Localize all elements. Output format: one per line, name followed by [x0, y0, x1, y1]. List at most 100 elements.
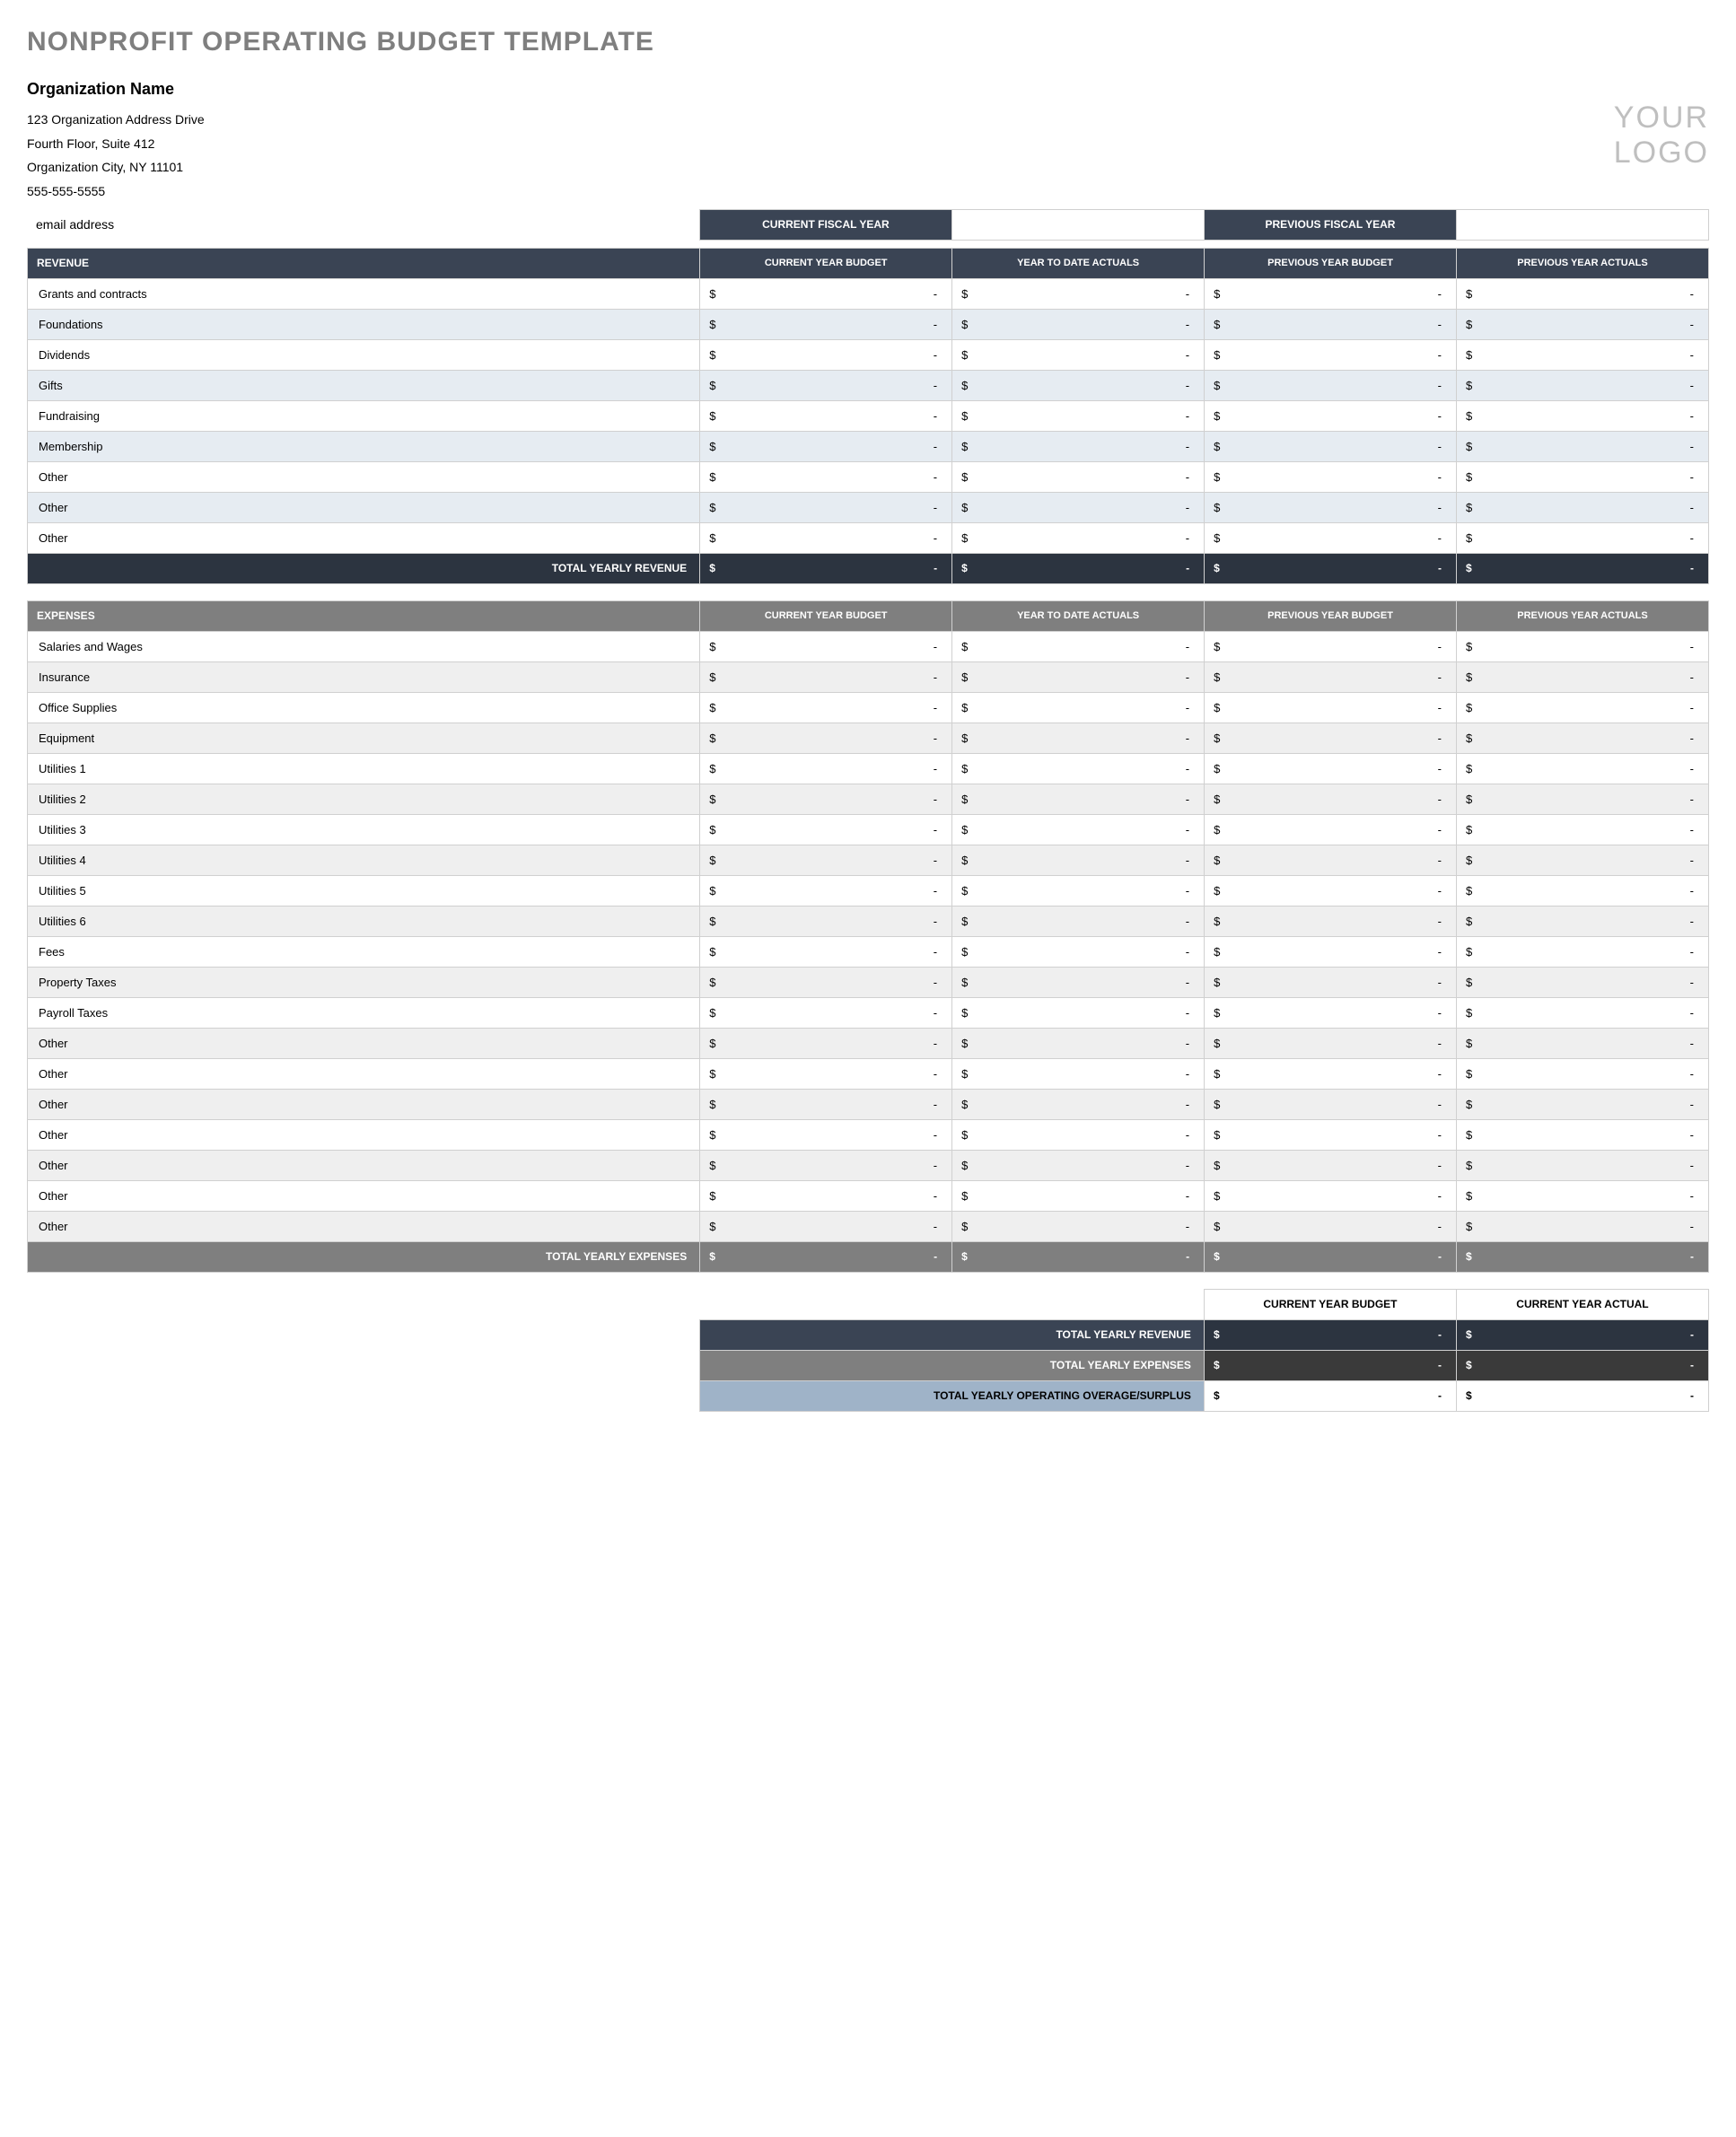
- amount-cell[interactable]: $-: [952, 906, 1205, 936]
- amount-cell[interactable]: $-: [1457, 997, 1709, 1028]
- amount-cell[interactable]: $-: [1457, 814, 1709, 845]
- amount-cell[interactable]: $-: [700, 936, 952, 967]
- amount-cell[interactable]: $-: [1205, 875, 1457, 906]
- amount-cell[interactable]: $-: [700, 492, 952, 522]
- amount-cell[interactable]: $-: [1457, 906, 1709, 936]
- amount-cell[interactable]: $-: [700, 400, 952, 431]
- amount-cell[interactable]: $-: [952, 1028, 1205, 1058]
- amount-cell[interactable]: $-: [952, 1058, 1205, 1089]
- amount-cell[interactable]: $-: [1457, 723, 1709, 753]
- amount-cell[interactable]: $-: [952, 370, 1205, 400]
- amount-cell[interactable]: $-: [1457, 875, 1709, 906]
- amount-cell[interactable]: $-: [1205, 522, 1457, 553]
- amount-cell[interactable]: $-: [700, 631, 952, 661]
- amount-cell[interactable]: $-: [952, 492, 1205, 522]
- current-fiscal-year-input[interactable]: [951, 209, 1204, 240]
- amount-cell[interactable]: $-: [700, 875, 952, 906]
- amount-cell[interactable]: $-: [952, 400, 1205, 431]
- amount-cell[interactable]: $-: [952, 631, 1205, 661]
- amount-cell[interactable]: $-: [1205, 814, 1457, 845]
- amount-cell[interactable]: $-: [1457, 370, 1709, 400]
- amount-cell[interactable]: $-: [1457, 661, 1709, 692]
- amount-cell[interactable]: $-: [700, 1089, 952, 1119]
- amount-cell[interactable]: $-: [1457, 278, 1709, 309]
- amount-cell[interactable]: $-: [952, 309, 1205, 339]
- amount-cell[interactable]: $-: [700, 814, 952, 845]
- amount-cell[interactable]: $-: [1457, 1089, 1709, 1119]
- amount-cell[interactable]: $-: [700, 906, 952, 936]
- amount-cell[interactable]: $-: [1205, 1211, 1457, 1241]
- amount-cell[interactable]: $-: [1205, 784, 1457, 814]
- amount-cell[interactable]: $-: [1205, 845, 1457, 875]
- amount-cell[interactable]: $-: [952, 875, 1205, 906]
- amount-cell[interactable]: $-: [1205, 339, 1457, 370]
- amount-cell[interactable]: $-: [1457, 692, 1709, 723]
- amount-cell[interactable]: $-: [1457, 309, 1709, 339]
- amount-cell[interactable]: $-: [700, 784, 952, 814]
- amount-cell[interactable]: $-: [1457, 845, 1709, 875]
- amount-cell[interactable]: $-: [952, 814, 1205, 845]
- amount-cell[interactable]: $-: [1205, 431, 1457, 461]
- amount-cell[interactable]: $-: [952, 845, 1205, 875]
- amount-cell[interactable]: $-: [1205, 631, 1457, 661]
- amount-cell[interactable]: $-: [952, 692, 1205, 723]
- amount-cell[interactable]: $-: [952, 1150, 1205, 1180]
- amount-cell[interactable]: $-: [1205, 492, 1457, 522]
- amount-cell[interactable]: $-: [952, 1119, 1205, 1150]
- amount-cell[interactable]: $-: [952, 1089, 1205, 1119]
- amount-cell[interactable]: $-: [1457, 1119, 1709, 1150]
- amount-cell[interactable]: $-: [1457, 492, 1709, 522]
- amount-cell[interactable]: $-: [952, 784, 1205, 814]
- amount-cell[interactable]: $-: [952, 431, 1205, 461]
- amount-cell[interactable]: $-: [952, 723, 1205, 753]
- amount-cell[interactable]: $-: [1457, 784, 1709, 814]
- amount-cell[interactable]: $-: [1205, 400, 1457, 431]
- amount-cell[interactable]: $-: [1205, 1180, 1457, 1211]
- amount-cell[interactable]: $-: [1205, 461, 1457, 492]
- amount-cell[interactable]: $-: [1457, 1150, 1709, 1180]
- amount-cell[interactable]: $-: [700, 1180, 952, 1211]
- amount-cell[interactable]: $-: [700, 1058, 952, 1089]
- amount-cell[interactable]: $-: [1205, 723, 1457, 753]
- amount-cell[interactable]: $-: [952, 339, 1205, 370]
- amount-cell[interactable]: $-: [700, 461, 952, 492]
- amount-cell[interactable]: $-: [700, 1150, 952, 1180]
- amount-cell[interactable]: $-: [700, 753, 952, 784]
- amount-cell[interactable]: $-: [700, 1028, 952, 1058]
- amount-cell[interactable]: $-: [700, 723, 952, 753]
- amount-cell[interactable]: $-: [1205, 967, 1457, 997]
- amount-cell[interactable]: $-: [1205, 692, 1457, 723]
- amount-cell[interactable]: $-: [1205, 906, 1457, 936]
- amount-cell[interactable]: $-: [700, 278, 952, 309]
- amount-cell[interactable]: $-: [1457, 1028, 1709, 1058]
- amount-cell[interactable]: $-: [952, 936, 1205, 967]
- amount-cell[interactable]: $-: [700, 997, 952, 1028]
- amount-cell[interactable]: $-: [952, 522, 1205, 553]
- amount-cell[interactable]: $-: [1205, 1119, 1457, 1150]
- amount-cell[interactable]: $-: [1205, 370, 1457, 400]
- amount-cell[interactable]: $-: [1205, 1058, 1457, 1089]
- amount-cell[interactable]: $-: [1205, 753, 1457, 784]
- amount-cell[interactable]: $-: [1457, 522, 1709, 553]
- amount-cell[interactable]: $-: [700, 339, 952, 370]
- amount-cell[interactable]: $-: [700, 431, 952, 461]
- amount-cell[interactable]: $-: [1457, 1058, 1709, 1089]
- amount-cell[interactable]: $-: [952, 1180, 1205, 1211]
- amount-cell[interactable]: $-: [700, 845, 952, 875]
- amount-cell[interactable]: $-: [1457, 753, 1709, 784]
- amount-cell[interactable]: $-: [1457, 400, 1709, 431]
- amount-cell[interactable]: $-: [952, 1211, 1205, 1241]
- amount-cell[interactable]: $-: [1205, 1089, 1457, 1119]
- amount-cell[interactable]: $-: [1457, 431, 1709, 461]
- amount-cell[interactable]: $-: [952, 753, 1205, 784]
- amount-cell[interactable]: $-: [1457, 339, 1709, 370]
- amount-cell[interactable]: $-: [1457, 631, 1709, 661]
- amount-cell[interactable]: $-: [1457, 967, 1709, 997]
- amount-cell[interactable]: $-: [952, 967, 1205, 997]
- amount-cell[interactable]: $-: [700, 1211, 952, 1241]
- amount-cell[interactable]: $-: [700, 522, 952, 553]
- amount-cell[interactable]: $-: [952, 661, 1205, 692]
- amount-cell[interactable]: $-: [1205, 997, 1457, 1028]
- amount-cell[interactable]: $-: [1205, 661, 1457, 692]
- amount-cell[interactable]: $-: [700, 309, 952, 339]
